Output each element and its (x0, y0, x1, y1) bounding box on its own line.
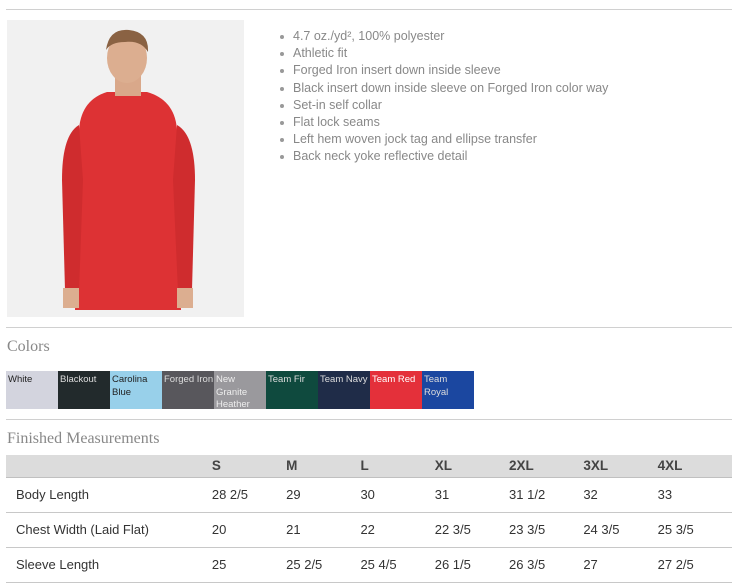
feature-item: Forged Iron insert down inside sleeve (280, 62, 608, 79)
header-cell: 2XL (509, 455, 584, 478)
measurement-cell: 22 3/5 (434, 512, 510, 548)
measurement-cell: 24 3/5 (583, 512, 658, 548)
header-cell: 4XL (657, 455, 732, 478)
color-swatch[interactable]: Blackout (58, 371, 110, 409)
measurement-cell: 22 (360, 512, 435, 548)
feature-item: 4.7 oz./yd², 100% polyester (280, 28, 608, 45)
feature-list: 4.7 oz./yd², 100% polyester Athletic fit… (280, 28, 608, 166)
measurement-cell: 23 3/5 (509, 512, 584, 548)
divider (6, 327, 732, 328)
color-swatches: White Blackout Carolina Blue Forged Iron New… (6, 371, 474, 409)
top-divider (6, 9, 732, 10)
product-photo (7, 20, 244, 317)
color-swatch[interactable]: Carolina Blue (110, 371, 162, 409)
header-cell: 3XL (583, 455, 658, 478)
measurement-cell: 26 1/5 (434, 547, 510, 583)
measurement-cell: 30 (360, 477, 435, 513)
measurement-cell: 32 (583, 477, 658, 513)
measurements-heading: Finished Measurements (7, 430, 160, 447)
measurement-cell: 28 2/5 (211, 477, 287, 513)
measurement-cell: 27 (583, 547, 658, 583)
header-cell: L (360, 455, 435, 478)
color-swatch[interactable]: Team Navy (318, 371, 370, 409)
table-header-row: S M L XL 2XL 3XL 4XL (6, 455, 732, 478)
color-swatch[interactable]: Team Fir (266, 371, 318, 409)
header-cell: M (286, 455, 361, 478)
table-row: Body Length 28 2/5 29 30 31 31 1/2 32 33 (6, 477, 732, 513)
measurement-cell: 25 4/5 (360, 547, 435, 583)
row-label: Body Length (6, 477, 212, 513)
measurement-cell: 25 (211, 547, 287, 583)
color-swatch[interactable]: New Granite Heather (214, 371, 266, 409)
measurement-cell: 29 (286, 477, 361, 513)
feature-item: Left hem woven jock tag and ellipse tran… (280, 131, 608, 148)
measurement-cell: 20 (211, 512, 287, 548)
measurement-cell: 31 (434, 477, 510, 513)
colors-heading: Colors (7, 338, 50, 355)
measurement-cell: 21 (286, 512, 361, 548)
header-cell: S (211, 455, 287, 478)
measurement-cell: 25 3/5 (657, 512, 732, 548)
color-swatch[interactable]: Team Red (370, 371, 422, 409)
color-swatch[interactable]: Team Royal (422, 371, 474, 409)
measurement-cell: 31 1/2 (509, 477, 584, 513)
row-label: Sleeve Length (6, 547, 212, 583)
measurements-table: S M L XL 2XL 3XL 4XL Body Length 28 2/5 29… (6, 455, 732, 583)
divider (6, 419, 732, 420)
header-cell (6, 455, 212, 478)
model-red-shirt-image (7, 20, 244, 317)
feature-item: Black insert down inside sleeve on Forge… (280, 80, 608, 97)
measurement-cell: 27 2/5 (657, 547, 732, 583)
feature-item: Flat lock seams (280, 114, 608, 131)
feature-item: Athletic fit (280, 45, 608, 62)
measurement-cell: 33 (657, 477, 732, 513)
feature-item: Back neck yoke reflective detail (280, 148, 608, 165)
row-label: Chest Width (Laid Flat) (6, 512, 212, 548)
measurement-cell: 26 3/5 (509, 547, 584, 583)
color-swatch[interactable]: Forged Iron (162, 371, 214, 409)
table-row: Sleeve Length 25 25 2/5 25 4/5 26 1/5 26 3/5 2… (6, 547, 732, 583)
feature-item: Set-in self collar (280, 97, 608, 114)
table-row: Chest Width (Laid Flat) 20 21 22 22 3/5 23 3/… (6, 512, 732, 548)
measurement-cell: 25 2/5 (286, 547, 361, 583)
header-cell: XL (434, 455, 510, 478)
color-swatch[interactable]: White (6, 371, 58, 409)
